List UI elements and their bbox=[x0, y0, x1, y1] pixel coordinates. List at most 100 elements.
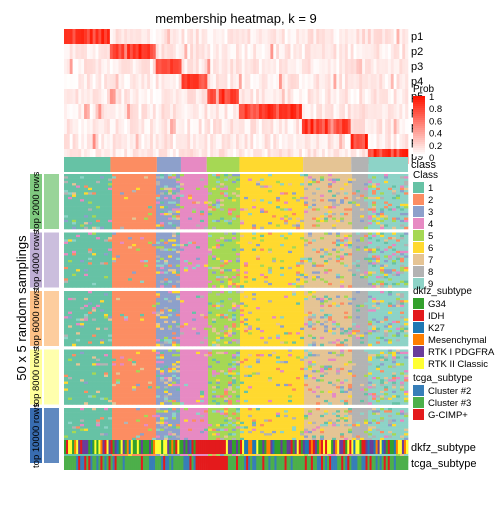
membership-cell bbox=[240, 222, 245, 225]
prob-cell bbox=[319, 89, 323, 104]
membership-cell bbox=[340, 176, 345, 179]
membership-cell bbox=[128, 212, 133, 216]
prob-cell bbox=[238, 134, 243, 149]
membership-cell bbox=[192, 246, 197, 249]
membership-cell bbox=[232, 253, 237, 256]
membership-cell bbox=[152, 246, 157, 249]
membership-cell bbox=[196, 217, 201, 221]
membership-cell bbox=[92, 215, 97, 218]
membership-cell bbox=[368, 243, 373, 247]
prob-cell bbox=[195, 59, 200, 74]
membership-cell bbox=[124, 210, 129, 214]
membership-cell bbox=[188, 269, 193, 272]
membership-cell bbox=[372, 232, 377, 236]
prob-cell bbox=[132, 44, 136, 59]
membership-cell bbox=[104, 226, 109, 230]
membership-cell bbox=[100, 210, 105, 214]
membership-cell bbox=[404, 239, 409, 242]
prob-cell bbox=[250, 59, 254, 74]
membership-cell bbox=[140, 196, 145, 200]
membership-cell bbox=[212, 185, 217, 189]
membership-cell bbox=[296, 278, 301, 281]
membership-cell bbox=[368, 178, 373, 182]
membership-cell bbox=[348, 185, 353, 189]
membership-cell bbox=[120, 234, 125, 238]
membership-cell bbox=[116, 250, 121, 254]
membership-cell bbox=[172, 206, 177, 209]
membership-cell bbox=[260, 222, 265, 225]
membership-cell bbox=[256, 215, 261, 218]
membership-cell bbox=[252, 208, 257, 211]
membership-cell bbox=[144, 273, 149, 277]
membership-cell bbox=[300, 278, 305, 281]
prob-cell bbox=[382, 104, 386, 119]
membership-cell bbox=[340, 255, 345, 259]
membership-cell bbox=[404, 241, 409, 245]
prob-cell bbox=[253, 74, 257, 89]
membership-cell bbox=[96, 208, 101, 211]
membership-cell bbox=[176, 192, 181, 195]
membership-cell bbox=[152, 262, 157, 265]
membership-cell bbox=[80, 196, 85, 200]
membership-cell bbox=[280, 190, 285, 193]
membership-cell bbox=[216, 192, 221, 195]
membership-cell bbox=[172, 183, 177, 186]
membership-cell bbox=[388, 174, 393, 177]
prob-cell bbox=[313, 104, 317, 119]
membership-cell bbox=[336, 219, 341, 223]
membership-cell bbox=[180, 176, 185, 179]
membership-cell bbox=[200, 243, 205, 247]
membership-cell bbox=[276, 183, 281, 186]
membership-cell bbox=[104, 190, 109, 193]
membership-cell bbox=[228, 260, 233, 263]
membership-cell bbox=[168, 203, 173, 207]
prob-cell bbox=[64, 104, 68, 119]
membership-cell bbox=[96, 257, 101, 261]
membership-cell bbox=[196, 199, 201, 202]
prob-cell bbox=[293, 149, 297, 164]
membership-cell bbox=[100, 176, 105, 179]
membership-cell bbox=[356, 253, 361, 256]
membership-cell bbox=[356, 174, 361, 177]
prob-cell bbox=[218, 149, 222, 164]
membership-cell bbox=[400, 219, 405, 223]
membership-cell bbox=[240, 196, 245, 200]
membership-cell bbox=[220, 243, 225, 247]
membership-cell bbox=[124, 183, 129, 186]
membership-cell bbox=[180, 246, 185, 249]
membership-cell bbox=[344, 262, 349, 265]
membership-cell bbox=[376, 257, 381, 261]
membership-cell bbox=[196, 248, 201, 252]
membership-cell bbox=[92, 178, 97, 182]
membership-cell bbox=[364, 208, 369, 211]
membership-cell bbox=[76, 264, 81, 268]
prob-cell bbox=[218, 89, 222, 104]
membership-cell bbox=[260, 234, 265, 238]
membership-cell bbox=[104, 248, 109, 252]
membership-cell bbox=[92, 248, 97, 252]
membership-cell bbox=[164, 232, 169, 236]
membership-cell bbox=[232, 174, 237, 177]
membership-cell bbox=[84, 264, 89, 268]
membership-cell bbox=[100, 250, 105, 254]
membership-cell bbox=[248, 176, 253, 179]
membership-cell bbox=[328, 210, 333, 214]
prob-cell bbox=[124, 119, 128, 134]
prob-cell bbox=[310, 134, 314, 149]
prob-cell bbox=[393, 104, 397, 119]
membership-cell bbox=[376, 269, 381, 272]
membership-cell bbox=[344, 185, 349, 189]
membership-cell bbox=[184, 226, 189, 230]
membership-cell bbox=[80, 241, 85, 245]
prob-cell bbox=[336, 59, 340, 74]
membership-cell bbox=[180, 250, 185, 254]
membership-cell bbox=[368, 215, 373, 218]
prob-cell bbox=[158, 59, 162, 74]
membership-cell bbox=[136, 260, 141, 263]
membership-cell bbox=[308, 176, 313, 179]
membership-cell bbox=[64, 190, 69, 193]
membership-cell bbox=[260, 271, 265, 275]
membership-cell bbox=[96, 222, 101, 225]
prob-cell bbox=[187, 134, 191, 149]
prob-cell bbox=[373, 134, 377, 149]
